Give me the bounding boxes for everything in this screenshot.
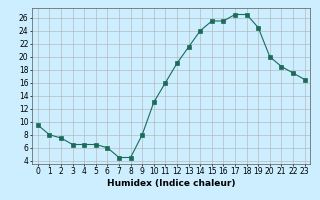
X-axis label: Humidex (Indice chaleur): Humidex (Indice chaleur) — [107, 179, 236, 188]
